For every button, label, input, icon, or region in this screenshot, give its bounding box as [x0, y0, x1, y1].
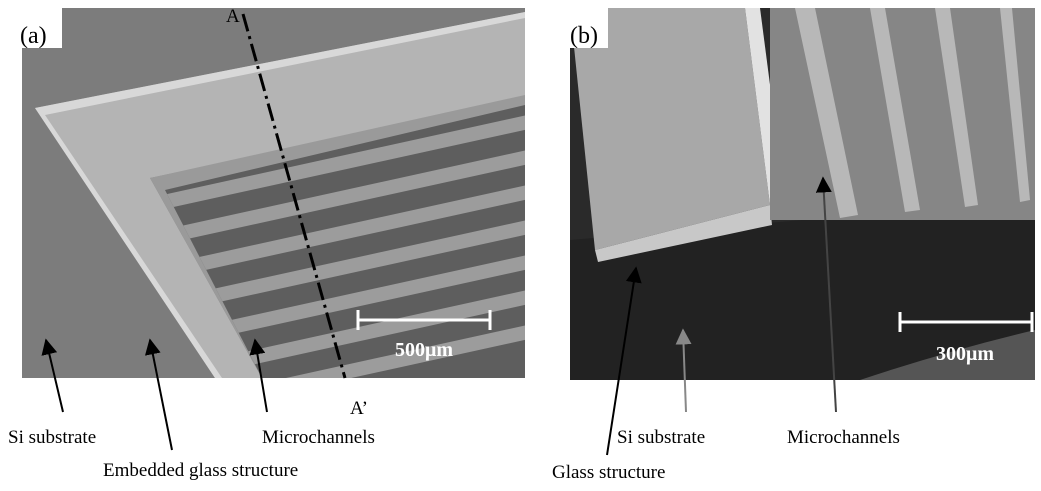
- annotation: Si substrate: [8, 427, 96, 448]
- scale-label: 500μm: [395, 339, 453, 361]
- panel-label: (b): [570, 23, 598, 49]
- page: {"panels": [ {"label": "(a)", "section_s…: [0, 0, 1041, 486]
- sem-image-b: [570, 8, 1035, 380]
- annotation: Microchannels: [262, 427, 375, 448]
- annotation: Microchannels: [787, 427, 900, 448]
- annotation: Glass structure: [552, 462, 665, 483]
- figure: (a) A A’ 500μm Si substrate Embedded gla…: [0, 0, 1041, 486]
- annotation: Embedded glass structure: [103, 460, 298, 481]
- annotation: Si substrate: [617, 427, 705, 448]
- sem-image-a: [22, 8, 560, 415]
- scale-label: 300μm: [936, 343, 994, 365]
- panel-label: (a): [20, 23, 47, 49]
- section-label: A’: [350, 398, 368, 419]
- section-label: A: [226, 6, 240, 27]
